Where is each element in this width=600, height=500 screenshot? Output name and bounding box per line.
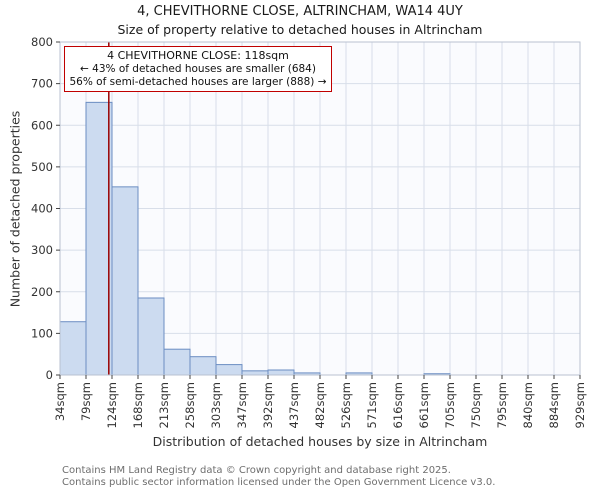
histogram-bar-213sqm bbox=[163, 348, 191, 376]
histogram-bar-168sqm bbox=[137, 297, 165, 376]
x-tick-label: 750sqm bbox=[469, 382, 483, 428]
x-tick-label: 661sqm bbox=[417, 382, 431, 428]
x-tick-label: 526sqm bbox=[339, 382, 353, 428]
x-tick-label: 705sqm bbox=[443, 382, 457, 428]
y-tick-label: 700 bbox=[31, 77, 53, 91]
y-tick-label: 200 bbox=[31, 285, 53, 299]
x-tick-label: 258sqm bbox=[183, 382, 197, 428]
annotation-larger-stat: 56% of semi-detached houses are larger (… bbox=[69, 76, 327, 88]
histogram-bar-347sqm bbox=[241, 370, 269, 376]
histogram-plot: 0 100 200 300 400 500 600 700 800 34sqm 79sqm 124sq… bbox=[31, 35, 587, 428]
footer-licence-line: Contains public sector information licen… bbox=[62, 476, 496, 488]
y-tick-label: 500 bbox=[31, 160, 53, 174]
chart-subtitle: Size of property relative to detached ho… bbox=[117, 22, 483, 37]
y-tick-label: 0 bbox=[46, 368, 53, 382]
x-tick-label: 168sqm bbox=[131, 382, 145, 428]
y-tick-label: 600 bbox=[31, 118, 53, 132]
histogram-bar-124sqm bbox=[111, 186, 139, 376]
x-tick-label: 303sqm bbox=[209, 382, 223, 428]
x-tick-label: 482sqm bbox=[313, 382, 327, 428]
histogram-bar-303sqm bbox=[215, 364, 243, 376]
x-tick-label: 79sqm bbox=[79, 382, 93, 421]
footer: Contains HM Land Registry data © Crown c… bbox=[62, 465, 592, 488]
x-axis-label: Distribution of detached houses by size … bbox=[152, 434, 488, 449]
x-tick-label: 795sqm bbox=[495, 382, 509, 428]
histogram-bar-258sqm bbox=[189, 356, 217, 376]
y-tick-label: 400 bbox=[31, 202, 53, 216]
x-tick-label: 616sqm bbox=[391, 382, 405, 428]
x-tick-label: 884sqm bbox=[547, 382, 561, 428]
histogram-bar-392sqm bbox=[267, 369, 295, 376]
x-tick-label: 571sqm bbox=[365, 382, 379, 428]
annotation-smaller-stat: ← 43% of detached houses are smaller (68… bbox=[80, 63, 316, 75]
x-tick-label: 347sqm bbox=[235, 382, 249, 428]
y-tick-label: 100 bbox=[31, 326, 53, 340]
chart-title: 4, CHEVITHORNE CLOSE, ALTRINCHAM, WA14 4… bbox=[137, 4, 463, 19]
x-tick-label: 124sqm bbox=[105, 382, 119, 428]
histogram-bar-34sqm bbox=[59, 321, 87, 376]
x-tick-label: 929sqm bbox=[573, 382, 587, 428]
x-tick-label: 392sqm bbox=[261, 382, 275, 428]
y-tick-label: 800 bbox=[31, 35, 53, 49]
annotation-property-size: 4 CHEVITHORNE CLOSE: 118sqm bbox=[107, 49, 289, 62]
x-tick-label: 437sqm bbox=[287, 382, 301, 428]
x-tick-label: 34sqm bbox=[53, 382, 67, 421]
x-tick-label: 213sqm bbox=[157, 382, 171, 428]
footer-attribution-line: Contains HM Land Registry data © Crown c… bbox=[62, 465, 451, 476]
y-tick-label: 300 bbox=[31, 243, 53, 257]
annotation-box: 4 CHEVITHORNE CLOSE: 118sqm ← 43% of det… bbox=[64, 46, 332, 92]
x-tick-label: 840sqm bbox=[521, 382, 535, 428]
